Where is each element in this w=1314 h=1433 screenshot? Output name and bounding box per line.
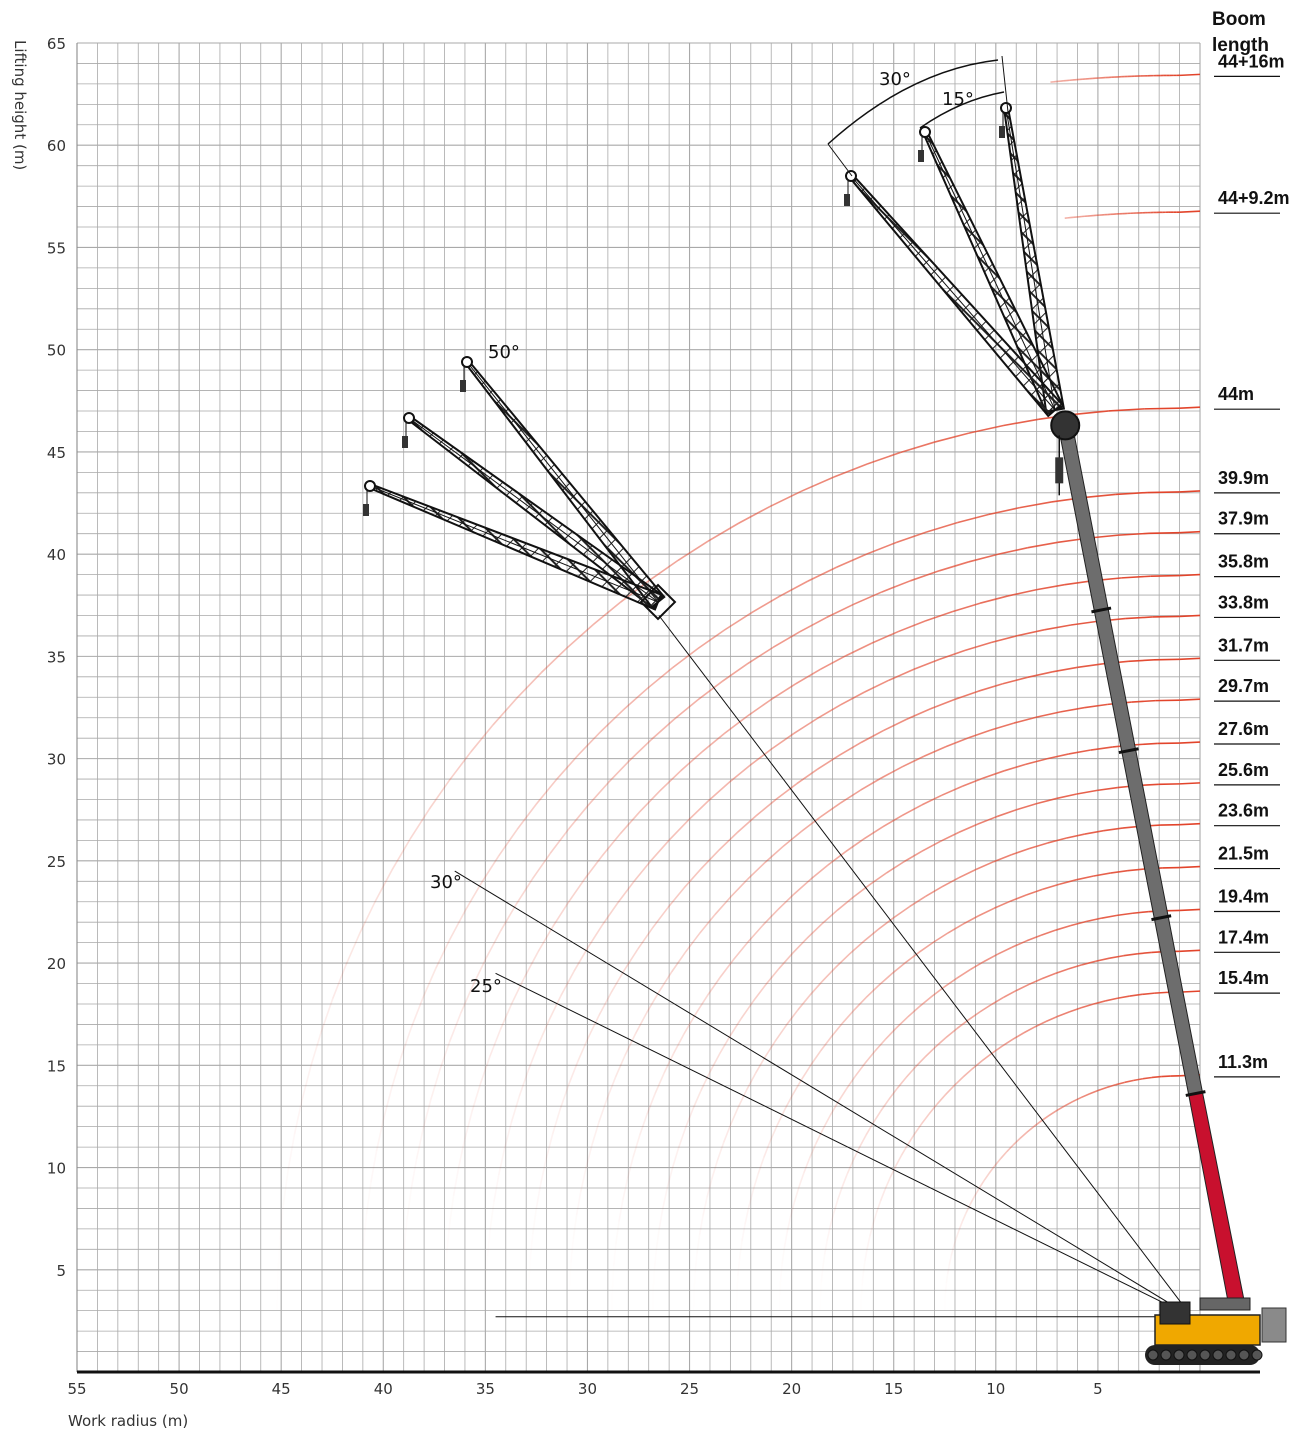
boom-length-label: 39.9m [1218,468,1269,488]
crane-carrier [1145,1297,1287,1365]
boom-length-label: 27.6m [1218,719,1269,739]
boom-angle-line [495,972,1193,1318]
boom-angle-lines [454,615,1193,1318]
boom-length-label: 31.7m [1218,635,1269,655]
boom-length-label: 35.8m [1218,552,1269,572]
fly-jib-15deg [918,126,1065,416]
boom-length-label: 25.6m [1218,760,1269,780]
boom-length-label: 21.5m [1218,844,1269,864]
boom-length-label: 44+16m [1218,51,1285,71]
boom-length-curve [1050,73,1201,83]
fly-jib-lower-3 [363,480,663,611]
y-tick-label: 20 [47,955,66,973]
y-tick-label: 10 [47,1160,66,1178]
boom-length-curves [293,73,1201,1266]
y-tick-label: 55 [47,239,66,257]
boom-length-label: 11.3m [1218,1052,1268,1072]
y-tick-label: 5 [56,1262,66,1280]
angle-label-30-jib: 30° [879,69,911,90]
angle-label-15-jib: 15° [942,89,974,110]
boom-length-curve [293,406,1201,1135]
x-tick-label: 50 [170,1380,189,1398]
boom-length-curve [866,990,1201,1249]
y-tick-label: 25 [47,853,66,871]
boom-head-lower [639,583,677,621]
boom-length-curve [497,614,1201,1176]
x-tick-label: 25 [680,1380,699,1398]
boom-length-label: 37.9m [1218,509,1269,529]
boom-length-label: 23.6m [1218,801,1269,821]
boom-length-labels: 44+16m 44+9.2m 44m 39.9m 37.9m 35.8m 33.8m 31.7… [1214,51,1290,1078]
boom-length-label: 19.4m [1218,886,1269,906]
x-tick-label: 35 [476,1380,495,1398]
boom-length-label: 33.8m [1218,592,1269,612]
x-tick-label: 45 [272,1380,291,1398]
legend-title-line-2: length [1212,35,1269,56]
jib-angle-arcs [827,55,1009,177]
boom-angle-line [658,615,1193,1318]
y-axis-label: Lifting height (m) [11,40,29,170]
angle-annotations: 30° 15° 50° 30° 25° [430,69,974,997]
x-tick-label: 55 [67,1380,86,1398]
boom-length-curve [457,573,1201,1168]
boom-length-label: 44m [1218,384,1254,404]
angle-label-25-boom: 25° [470,976,502,997]
y-tick-label: 35 [47,648,66,666]
x-tick-label: 10 [986,1380,1005,1398]
boom-length-curve [375,490,1201,1152]
boom-base-section [1188,1091,1246,1307]
y-tick-label: 60 [47,137,66,155]
boom-length-curve [948,1074,1201,1266]
angle-label-30-boom: 30° [430,872,462,893]
angle-label-50-jib: 50° [488,342,520,363]
legend-title-line-1: Boom [1212,9,1266,30]
y-tick-label: 30 [47,751,66,769]
fly-jib-30deg [844,170,1064,418]
axis-ticks: 55 50 45 40 35 30 25 20 15 10 55101520253035404550… [47,35,1103,1398]
boom-length-curve [786,908,1201,1233]
boom-length-label: 44+9.2m [1218,188,1290,208]
y-tick-label: 65 [47,35,66,53]
y-tick-label: 45 [47,444,66,462]
boom-section-joint [1185,1090,1206,1097]
crane-illustration [363,55,1287,1365]
boom-length-curve [580,698,1201,1192]
x-tick-label: 20 [782,1380,801,1398]
boom-angle-line [454,870,1193,1318]
y-tick-label: 40 [47,546,66,564]
boom-section-joint [1118,747,1139,755]
boom-section-joint [1151,914,1172,922]
y-tick-label: 50 [47,342,66,360]
boom-length-curve [826,949,1201,1241]
boom-length-curve [662,782,1201,1209]
x-axis-label: Work radius (m) [68,1412,188,1430]
boom-length-curve [622,741,1201,1201]
y-tick-label: 15 [47,1057,66,1075]
boom-section-joint [1091,606,1112,614]
boom-head [1050,410,1081,441]
boom-length-label: 17.4m [1218,927,1269,947]
x-tick-label: 30 [578,1380,597,1398]
x-tick-label: 40 [374,1380,393,1398]
boom-length-label: 29.7m [1218,676,1269,696]
grid [76,42,1260,1374]
x-tick-label: 15 [884,1380,903,1398]
boom-length-curve [539,657,1201,1184]
hook-block [1055,457,1064,484]
boom-length-curve [1064,210,1201,219]
boom-length-curve [702,822,1201,1217]
x-tick-label: 5 [1093,1380,1103,1398]
boom-length-label: 15.4m [1218,968,1269,988]
boom-length-curve [415,530,1201,1160]
boom-length-curve [744,865,1201,1225]
